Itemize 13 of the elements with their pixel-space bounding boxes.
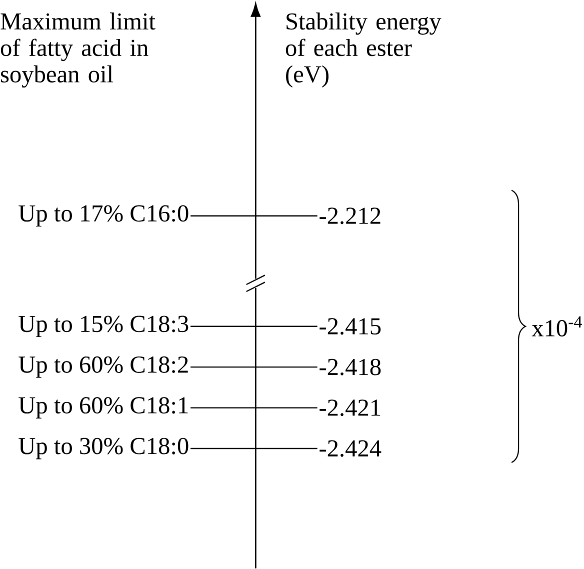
text: Maximum limit of fatty acid in soybean oil	[0, 12, 156, 88]
data-label: -2.421	[320, 400, 380, 416]
data-label: -2.424	[320, 440, 382, 457]
category-label: Up to 17% C16:0	[18, 205, 188, 227]
category-label: Up to 60% C18:1	[18, 397, 188, 418]
text: x10$^{-4}$	[532, 316, 582, 336]
category-label: Up to 15% C18:3	[18, 316, 188, 338]
text: Stability energy of each ester (eV)	[286, 12, 442, 88]
data-label: -2.212	[320, 208, 380, 224]
data-label: -2.418	[320, 358, 381, 376]
category-label: Up to 30% C18:0	[18, 438, 188, 460]
data-label: -2.415	[320, 318, 381, 335]
category-label: Up to 60% C18:2	[18, 356, 188, 378]
